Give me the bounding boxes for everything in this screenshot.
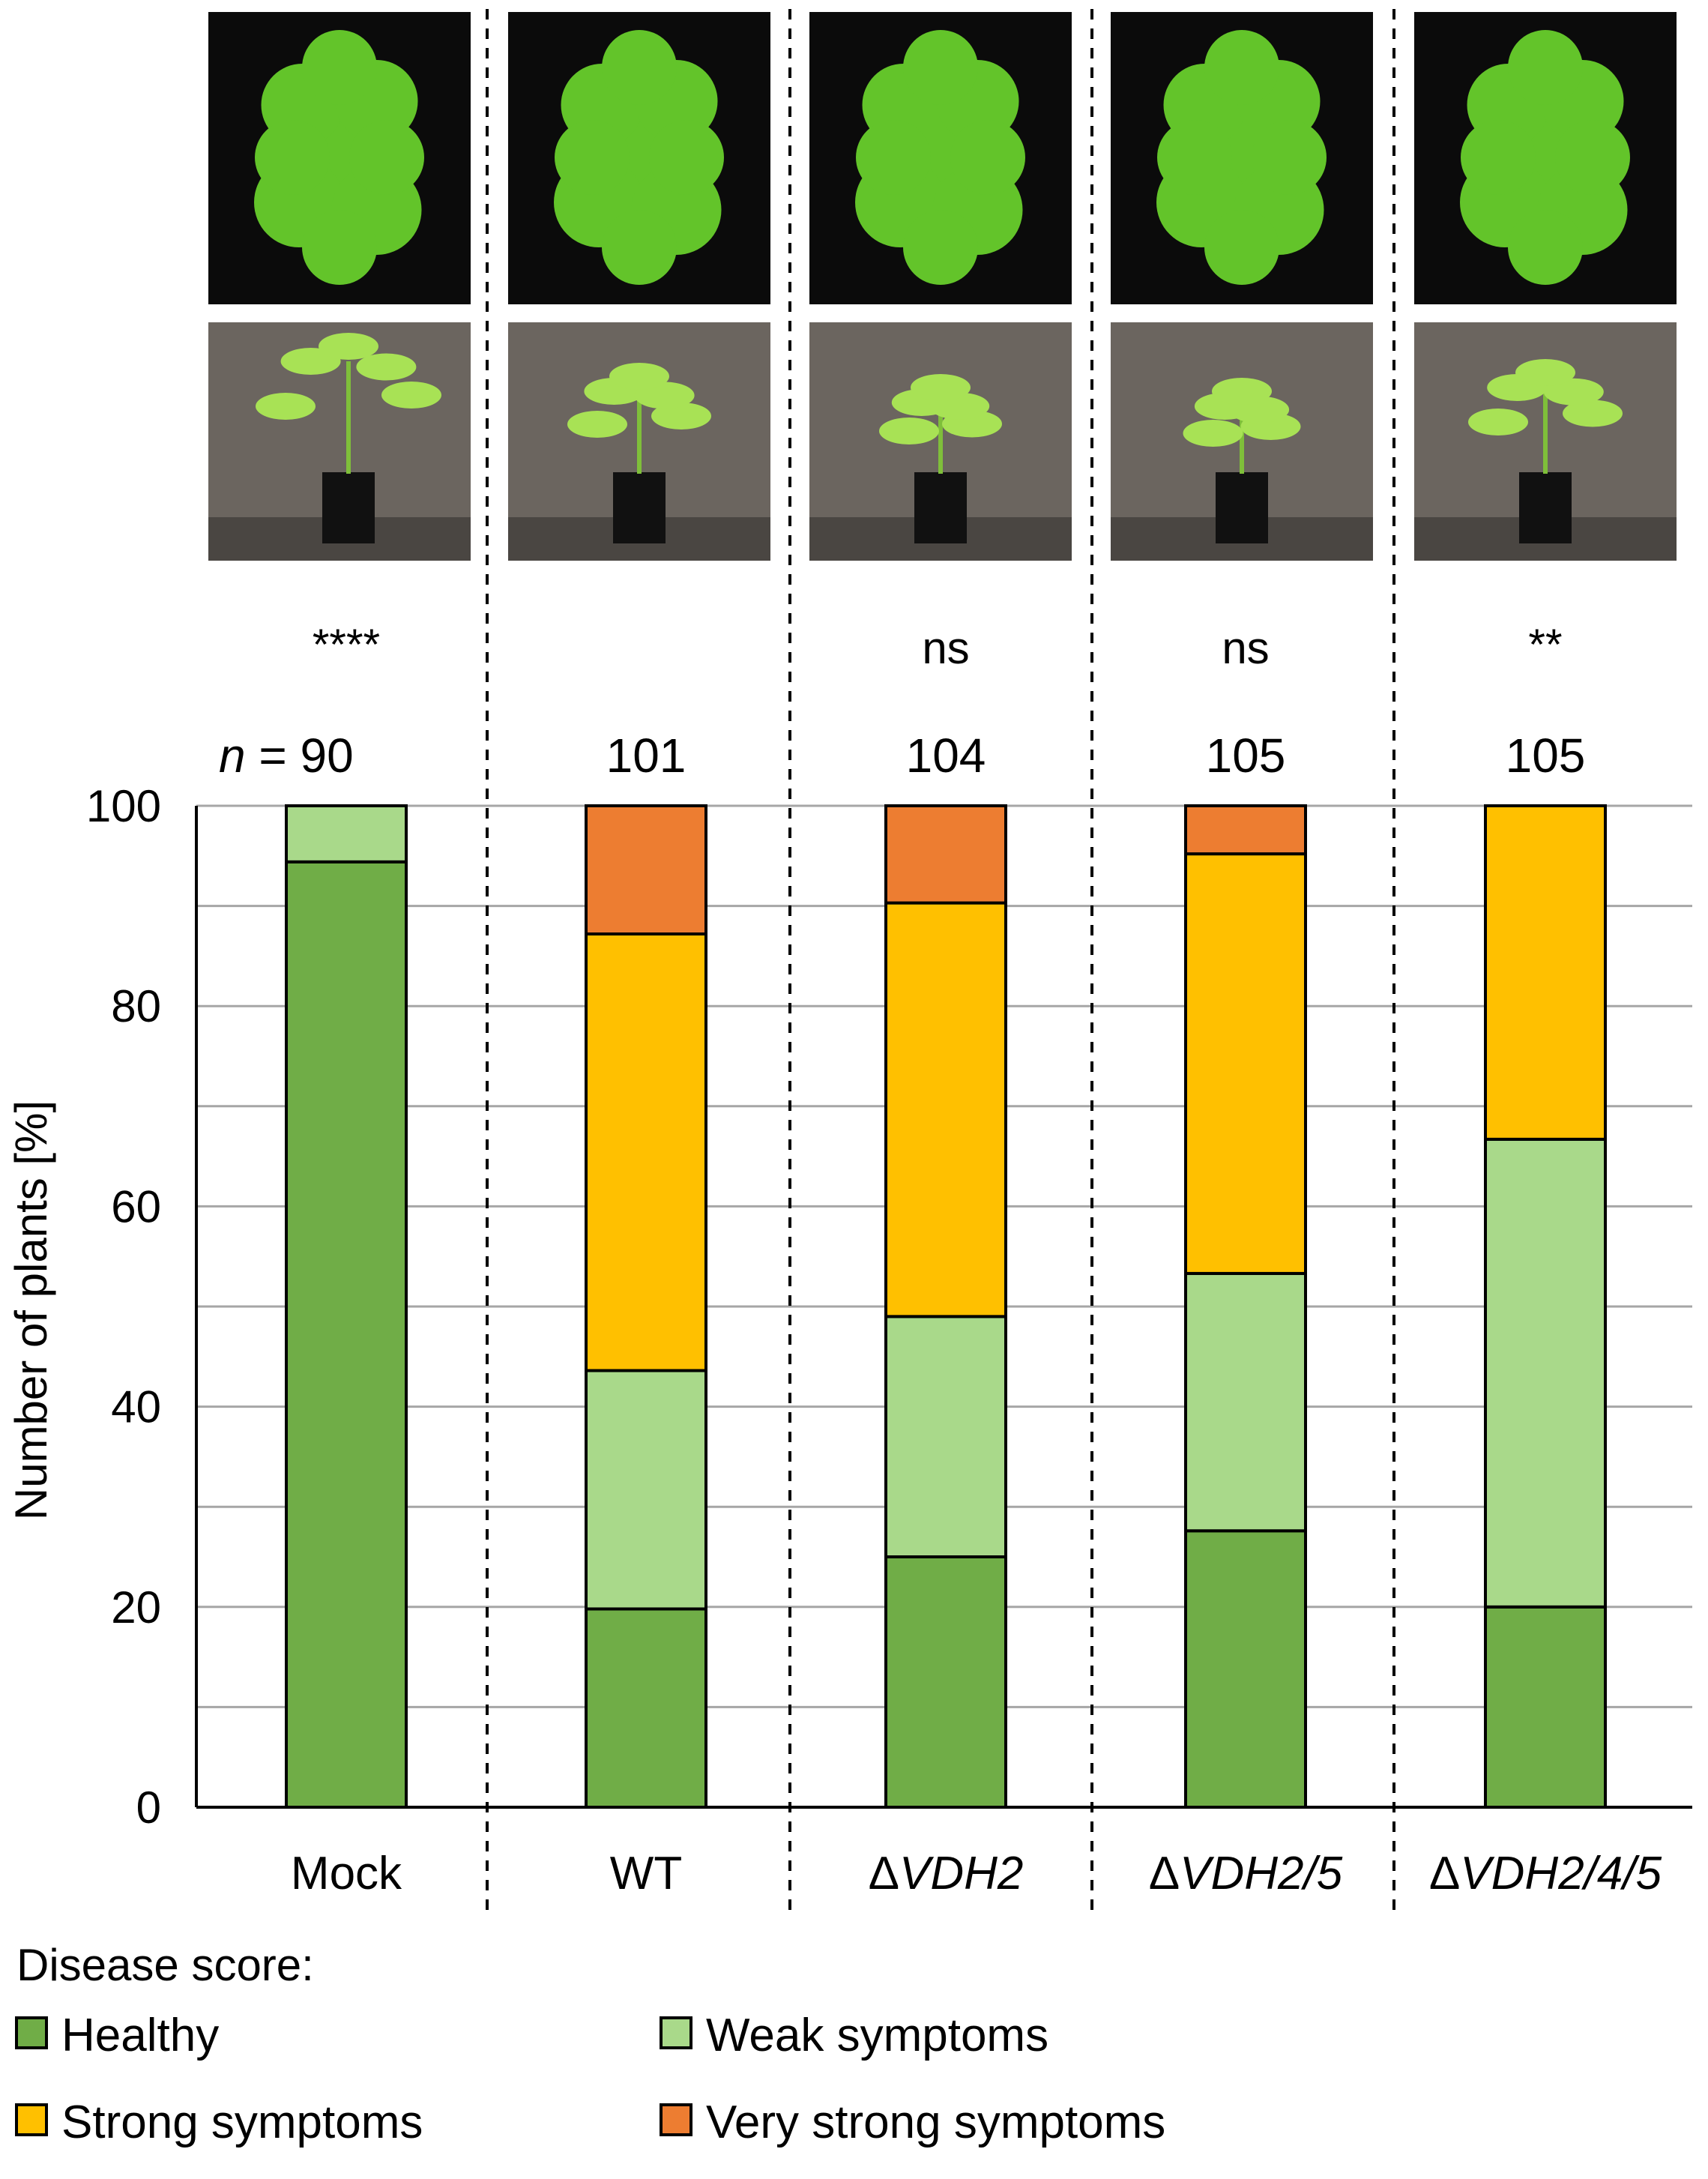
leaf-blob <box>255 120 330 195</box>
plant-leaf <box>651 403 711 430</box>
legend-label: Weak symptoms <box>706 2010 1048 2061</box>
plant-photo-panels <box>208 12 1677 561</box>
group-dividers <box>486 9 1395 1911</box>
plant-leaf <box>1515 359 1575 386</box>
y-tick-label: 60 <box>111 1181 161 1232</box>
bar-segment <box>884 804 1007 905</box>
plant-photo-group <box>508 12 770 561</box>
axes: 0 20 40 60 80 100 <box>86 781 1692 1833</box>
legend: Healthy Weak symptoms Strong symptoms Very … <box>15 2010 1165 2148</box>
sample-size-label: 105 <box>1506 729 1586 783</box>
bar-segment <box>884 1315 1007 1558</box>
plant-leaf <box>567 411 627 438</box>
plant-photo-group <box>208 12 471 561</box>
y-tick-label: 40 <box>111 1382 161 1432</box>
plant-photo-group <box>1111 12 1373 561</box>
legend-swatch <box>660 2103 692 2136</box>
leaf-blob <box>555 120 630 195</box>
legend-label: Very strong symptoms <box>706 2097 1165 2148</box>
bar-segment <box>1484 1605 1607 1809</box>
plant-pot <box>1216 472 1268 543</box>
y-tick-label: 20 <box>111 1582 161 1633</box>
leaf-blob <box>903 210 978 285</box>
plant-pot <box>613 472 666 543</box>
significance-label: ** <box>1528 621 1562 669</box>
category-label: WT <box>610 1848 682 1899</box>
leaf-blob <box>903 30 978 105</box>
plant-photo-group <box>809 12 1072 561</box>
plant-leaf <box>319 333 378 360</box>
legend-title: Disease score: <box>16 1940 314 1990</box>
leaf-blob <box>1461 120 1536 195</box>
significance-label: ns <box>922 623 969 673</box>
y-tick-label: 80 <box>111 981 161 1031</box>
bar-segment <box>1484 1137 1607 1609</box>
category-label: ΔVDH2 <box>869 1848 1024 1899</box>
plant-leaf <box>911 374 971 401</box>
plant-pot <box>1519 472 1572 543</box>
legend-swatch <box>15 2103 48 2136</box>
plant-leaf <box>1183 420 1243 447</box>
plant-photo-group <box>1414 12 1677 561</box>
legend-label: Healthy <box>61 2010 219 2061</box>
plant-leaf <box>356 353 417 381</box>
y-axis-title: Number of plants [%] <box>6 1100 56 1520</box>
leaf-blob <box>349 120 424 195</box>
leaf-blob <box>302 30 377 105</box>
plant-leaf <box>1543 378 1604 406</box>
leaf-blob <box>1204 210 1279 285</box>
plant-leaf <box>1563 400 1623 427</box>
plant-pot <box>914 472 967 543</box>
bar-segment <box>1184 804 1307 856</box>
bar-segment <box>884 1555 1007 1809</box>
legend-swatch <box>660 2016 692 2049</box>
plant-leaf <box>1468 409 1528 436</box>
leaf-blob <box>649 120 724 195</box>
significance-label: **** <box>313 621 380 669</box>
y-tick-label: 0 <box>136 1782 161 1833</box>
plant-leaf <box>256 393 316 420</box>
bar-segment <box>884 901 1007 1318</box>
sample-size-label: 104 <box>906 729 986 783</box>
leaf-blob <box>856 120 931 195</box>
plant-leaf <box>879 418 939 444</box>
leaf-blob <box>1252 120 1327 195</box>
category-label: ΔVDH2/5 <box>1149 1848 1343 1899</box>
leaf-blob <box>1555 120 1630 195</box>
leaf-blob <box>302 210 377 285</box>
leaf-blob <box>1157 120 1232 195</box>
sample-size-label: n = 90 <box>219 729 354 783</box>
bar-segment <box>585 932 707 1372</box>
leaf-blob <box>1508 30 1583 105</box>
leaf-blob <box>602 30 677 105</box>
plant-leaf <box>1212 378 1272 405</box>
plant-leaf <box>381 382 441 409</box>
legend-swatch <box>15 2016 48 2049</box>
leaf-blob <box>1508 210 1583 285</box>
bar-segment <box>1184 1271 1307 1533</box>
bar-segment <box>1184 1529 1307 1809</box>
bar-segment <box>585 804 707 936</box>
bar-segment <box>1484 804 1607 1141</box>
leaf-blob <box>950 120 1025 195</box>
leaf-blob <box>602 210 677 285</box>
significance-label: ns <box>1222 623 1269 673</box>
plant-pot <box>322 472 375 543</box>
bar-segment <box>1184 852 1307 1275</box>
category-label: ΔVDH2/4/5 <box>1429 1848 1662 1899</box>
sample-size-label: 101 <box>606 729 686 783</box>
bar-segment <box>285 804 408 864</box>
chart-labels: **** n = 90 Mock 101 WT ns 104 ΔVDH2 ns 105 ΔVDH2/… <box>219 621 1662 1899</box>
sample-size-label: 105 <box>1206 729 1286 783</box>
bar-segment <box>585 1369 707 1611</box>
bar-segment <box>285 860 408 1809</box>
leaf-blob <box>1204 30 1279 105</box>
category-label: Mock <box>291 1848 402 1899</box>
bar-segment <box>585 1607 707 1809</box>
plant-leaf <box>609 363 669 390</box>
y-tick-label: 100 <box>86 781 161 831</box>
legend-label: Strong symptoms <box>61 2097 423 2148</box>
